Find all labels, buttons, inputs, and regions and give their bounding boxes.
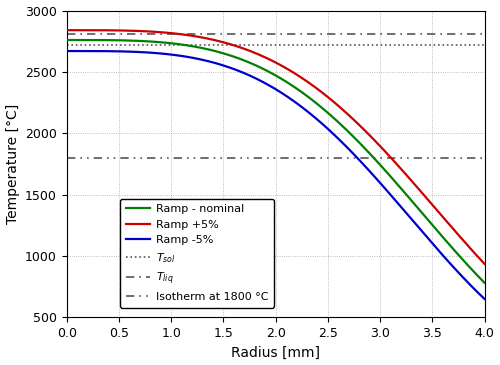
Legend: Ramp - nominal, Ramp +5%, Ramp -5%, $T_{sol}$, $T_{liq}$, Isotherm at 1800 °C: Ramp - nominal, Ramp +5%, Ramp -5%, $T_{… bbox=[120, 199, 274, 308]
Y-axis label: Temperature [°C]: Temperature [°C] bbox=[6, 104, 20, 224]
X-axis label: Radius [mm]: Radius [mm] bbox=[231, 345, 320, 360]
